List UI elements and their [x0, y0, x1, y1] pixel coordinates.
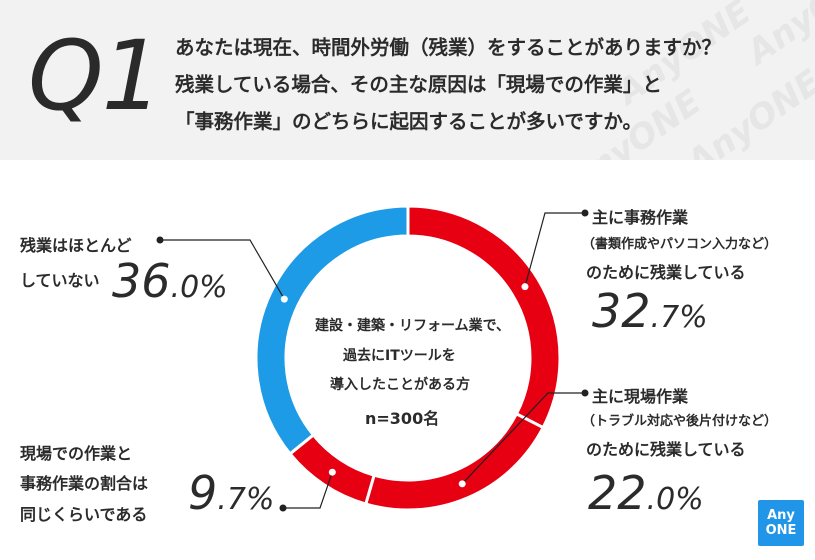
logo-line-2: ONE	[765, 523, 797, 538]
label-office-line-1: 主に事務作業	[592, 208, 689, 227]
leader-site	[458, 389, 589, 488]
label-none-line-1: 残業はほとんど	[20, 236, 132, 255]
logo-line-1: Any	[767, 508, 795, 523]
question-line-1: あなたは現在、時間外労働（残業）をすることがありますか？	[175, 36, 722, 59]
question-number: Q1	[28, 20, 163, 132]
label-equal-line-1: 現場での作業と	[20, 444, 133, 463]
slice-no-overtime	[254, 204, 410, 456]
value-none: 36.0%	[112, 254, 228, 308]
question-line-3: 「事務作業」のどちらに起因することが多いですか。	[175, 110, 643, 133]
value-office: 32.7%	[592, 284, 708, 338]
leader-equal	[279, 468, 336, 512]
sample-size: n=300名	[365, 409, 440, 428]
leader-office	[521, 209, 589, 291]
value-site: 22.0%	[588, 466, 704, 520]
leader-none	[156, 236, 288, 303]
anyone-logo: Any ONE	[758, 500, 804, 546]
label-none-line-2: していない	[20, 271, 100, 290]
center-line-1: 建設・建築・リフォーム業で、	[315, 318, 511, 334]
label-site-line-3: のために残業している	[586, 440, 746, 459]
label-site-line-1: 主に現場作業	[592, 387, 689, 406]
label-office-line-2: （書類作成やパソコン入力など）	[582, 237, 778, 252]
question-line-2: 残業している場合、その主な原因は「現場での作業」と	[175, 73, 662, 96]
label-equal-line-2: 事務作業の割合は	[20, 474, 149, 493]
question-header: AnyONE AnyONE AnyONE AnyONE Q1 あなたは現在、時間…	[0, 0, 815, 160]
label-equal-line-3: 同じくらいである	[20, 505, 148, 524]
label-site-line-2: （トラブル対応や後片付けなど）	[582, 414, 778, 429]
center-line-3: 導入したことがある方	[330, 377, 470, 393]
label-office-line-3: のために残業している	[586, 263, 746, 282]
value-equal: 9.7%	[188, 466, 275, 520]
center-line-2: 過去にITツールを	[343, 348, 456, 364]
